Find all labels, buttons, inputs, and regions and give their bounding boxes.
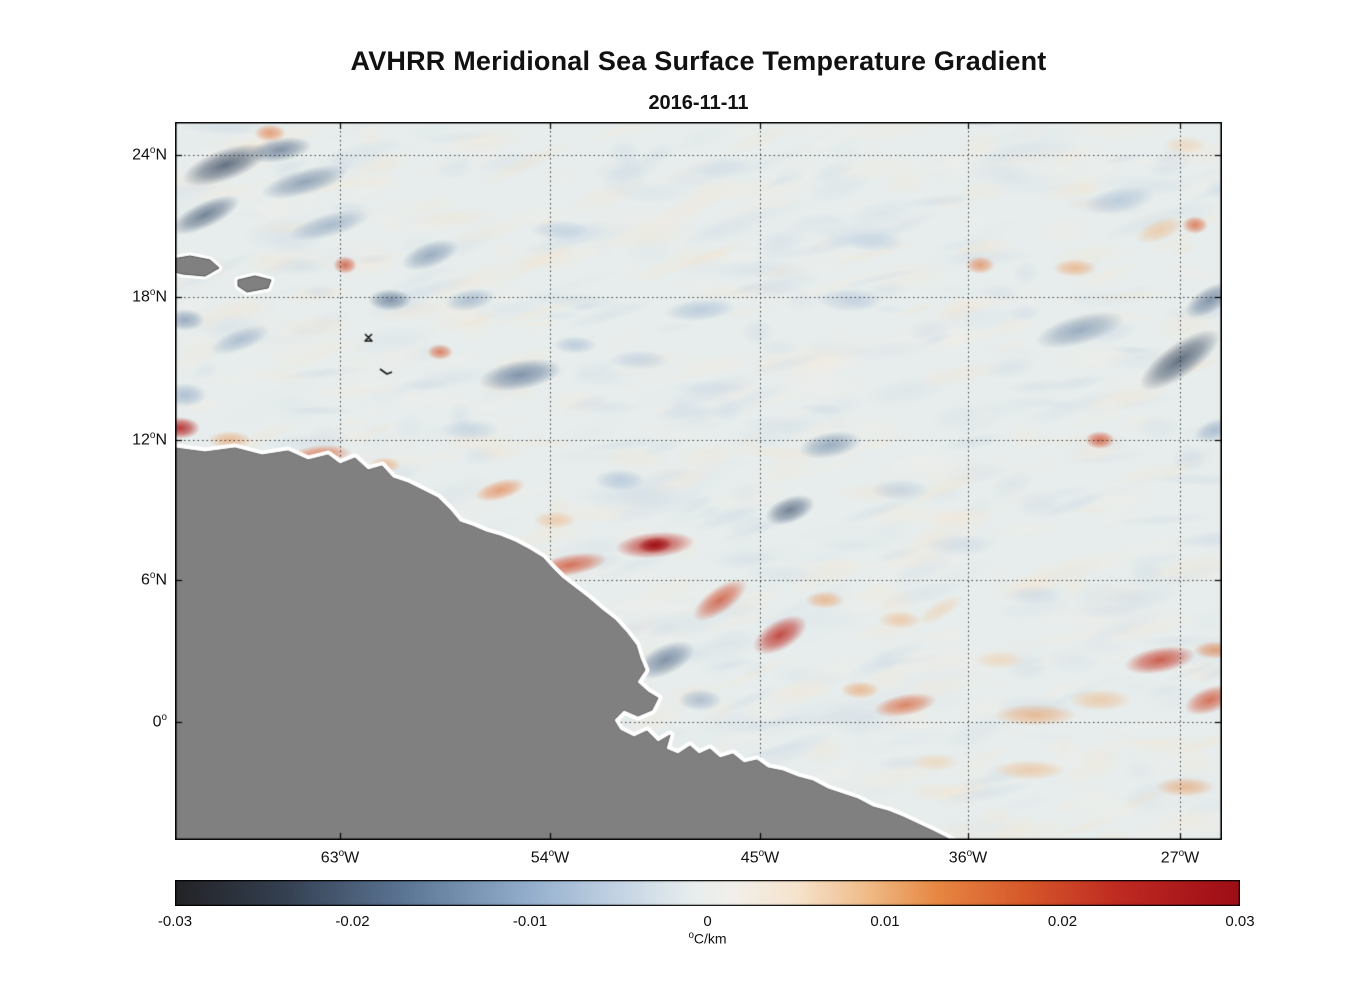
colorbar-unit-label: oC/km: [175, 930, 1240, 947]
y-tick-label: 6oN: [141, 570, 167, 589]
x-tick-label: 45oW: [740, 848, 780, 867]
colorbar-tick-label: -0.03: [157, 913, 193, 930]
y-tick-label: 24oN: [132, 145, 167, 164]
y-tick-label: 0o: [152, 712, 167, 731]
chart-title: AVHRR Meridional Sea Surface Temperature…: [350, 46, 1047, 76]
x-tick-label: 63oW: [320, 848, 360, 867]
chart-date: 2016-11-11: [648, 92, 749, 114]
x-tick-label: 27oW: [1160, 848, 1200, 867]
colorbar-tick-label: 0: [703, 913, 712, 930]
colorbar-tick-label: -0.02: [335, 913, 370, 930]
colorbar-tick-label: 0.01: [870, 913, 900, 930]
colorbar-canvas: [175, 880, 1240, 906]
x-tick-label: 36oW: [948, 848, 988, 867]
y-tick-label: 18oN: [132, 287, 167, 306]
sst-gradient-heatmap-canvas: [175, 122, 1222, 840]
colorbar-unit-text: C/km: [693, 930, 727, 947]
colorbar-tick-label: 0.02: [1047, 913, 1078, 930]
colorbar-tick-label: 0.03: [1225, 913, 1255, 930]
colorbar-tick-label: -0.01: [512, 913, 548, 930]
x-tick-label: 54oW: [530, 848, 570, 867]
y-tick-label: 12oN: [132, 430, 167, 449]
colorbar-unit-sup: o: [688, 930, 694, 941]
